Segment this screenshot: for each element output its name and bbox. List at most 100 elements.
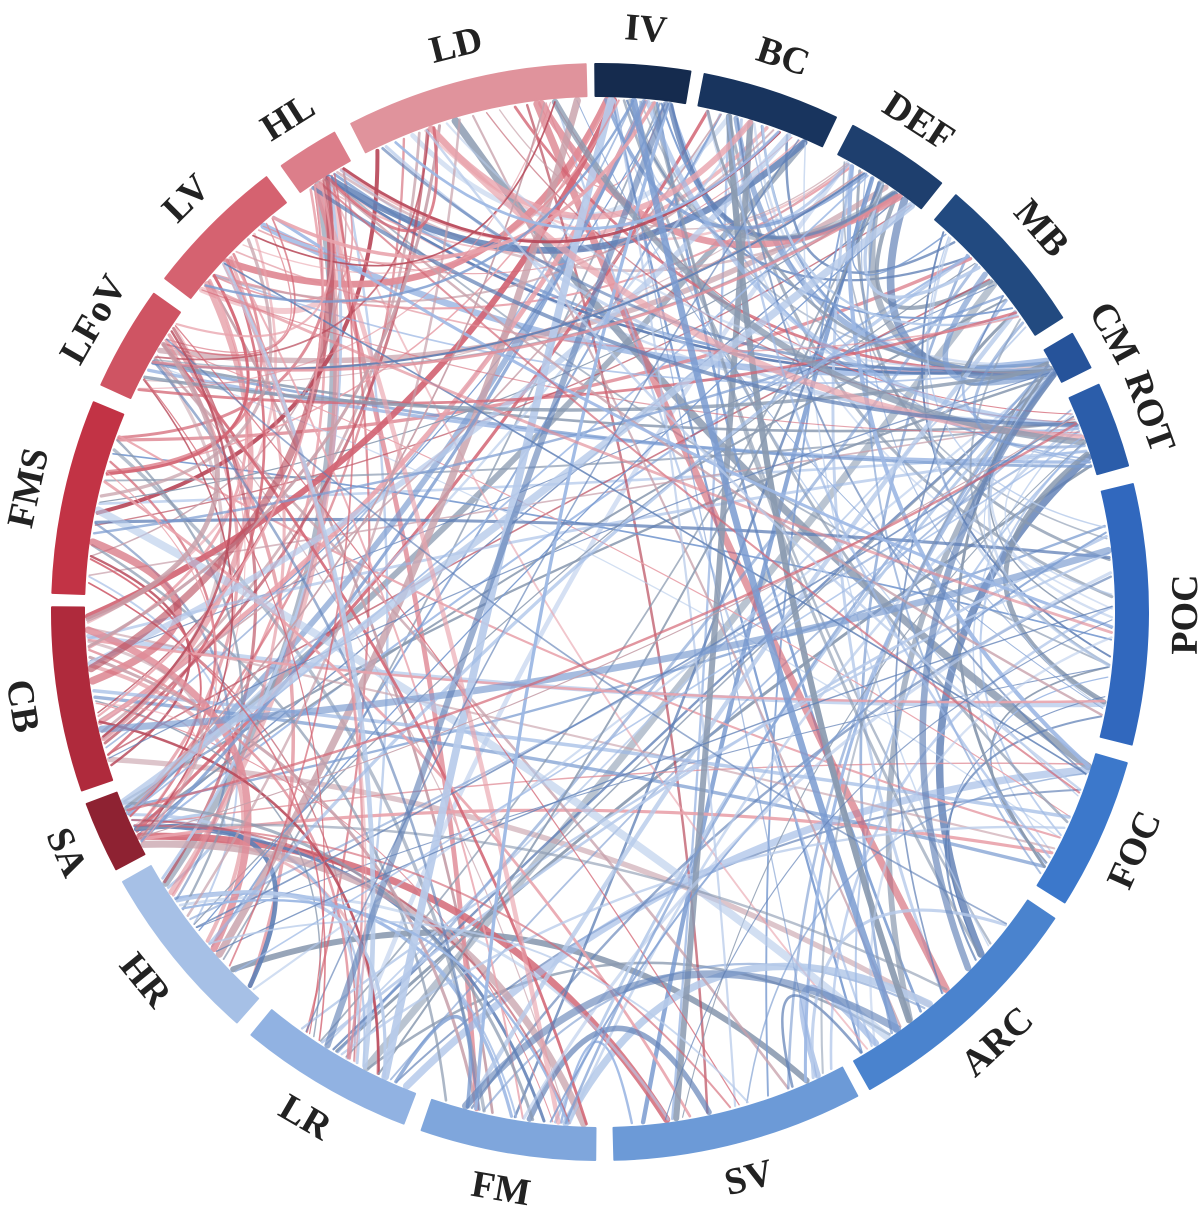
chord-ribbon-arc-bc [803, 142, 990, 947]
chord-ribbon-lv-iv [223, 96, 611, 288]
chord-ribbon-sa-fm [131, 818, 571, 1125]
chord-ribbon-hr-rot [234, 437, 1083, 973]
chord-ribbon-hr-poc [196, 666, 1110, 929]
chord-ribbon-fm-arc [461, 970, 902, 1110]
segment-arc-fm [420, 1098, 597, 1161]
chord-ribbon-arc-iv [653, 101, 982, 957]
chord-ribbon-rot-arc [854, 442, 1085, 1054]
chord-ribbon-fms-iv [105, 99, 611, 477]
chord-ribbon-iv-sv [613, 99, 737, 1107]
chord-ribbon-cm-lfov [143, 366, 1053, 412]
chord-ribbon-fm-poc [522, 571, 1113, 1120]
chord-ribbon-foc-bc [726, 114, 1051, 859]
chord-ribbon-lv-ld [252, 101, 556, 267]
chord-ribbon-fm-rot [568, 421, 1078, 1125]
segment-label-iv: IV [623, 6, 669, 51]
segment-label-poc: POC [1164, 574, 1200, 654]
chord-ribbon-def-lr [377, 184, 885, 1075]
chord-ribbons [84, 96, 1114, 1128]
chord-ribbon-sa-rot [139, 416, 1075, 838]
segment-arc-lv [164, 176, 287, 299]
chord-ribbon-sa-foc [139, 808, 1054, 855]
chord-ribbon-arc-fms [94, 506, 891, 1041]
segment-arc-sa [85, 791, 146, 871]
chord-ribbon-iv-def [627, 98, 897, 241]
chord-ribbon-arc-sa [134, 823, 948, 991]
chord-ribbon-foc-rot [972, 425, 1078, 854]
chord-ribbon-mb-def [851, 177, 947, 276]
segment-label-rot: ROT [1116, 366, 1184, 458]
chord-ribbon-mb-bc [785, 134, 956, 274]
segment-arc-arc [853, 899, 1056, 1090]
segment-label-fm: FM [468, 1163, 533, 1214]
chord-ribbon-hl-arc [326, 177, 869, 1050]
chord-ribbon-lr-lv [222, 261, 376, 1070]
chord-ribbon-hl-bc [339, 126, 769, 243]
chord-ribbon-mb-bc [761, 125, 1019, 327]
segment-arc-poc [1099, 483, 1149, 746]
segment-label-cb: CB [0, 677, 48, 736]
chord-ribbon-def-fms [99, 191, 893, 503]
chord-ribbon-iv-arc [655, 101, 922, 1013]
chord-ribbon-poc-lv [272, 215, 1114, 629]
segment-arc-lfov [100, 292, 181, 400]
chord-ribbon-hr-sv [178, 894, 670, 1121]
segment-label-sa: SA [37, 822, 95, 884]
chord-ribbon-lfov-mb [137, 311, 1017, 405]
segment-arc-hr [122, 865, 260, 1024]
segment-arc-cb [51, 606, 114, 792]
chord-ribbon-hr-rot [195, 415, 1075, 928]
chord-ribbon-def-sv [765, 166, 855, 1097]
chord-ribbon-arc-lfov [165, 338, 1008, 925]
chord-ribbon-foc-lv [223, 262, 1087, 775]
chord-ribbon-lv-lr [222, 264, 367, 1063]
chord-ribbon-hr-def [198, 205, 913, 932]
chord-ribbon-def-mb [863, 183, 981, 299]
chord-ribbon-cb-lfov [102, 330, 232, 738]
segment-arc-cm [1043, 332, 1092, 383]
chord-ribbon-ld-hr [186, 118, 461, 917]
segment-arc-mb [934, 194, 1064, 336]
chord-ribbon-lfov-fm [161, 343, 588, 1126]
chord-ribbon-poc-cb [98, 546, 1112, 733]
chord-ribbon-sa-sv [133, 824, 732, 1109]
chord-ribbon-lv-iv [271, 101, 656, 259]
segment-label-bc: BC [752, 28, 815, 84]
chord-ribbon-lv-lfov [166, 222, 292, 354]
chord-ribbon-iv-fm [474, 102, 671, 1111]
chord-ribbon-fms-def [94, 204, 912, 526]
chord-ribbon-sv-foc [746, 772, 1087, 1104]
chord-ribbon-fms-lr [87, 581, 326, 1042]
chord-ribbon-rot-hl [311, 186, 1079, 427]
chord-ribbon-arc-sv [810, 908, 1007, 1080]
chord-ribbon-hl-lfov [175, 181, 333, 338]
chord-ribbon-sa-lfov [139, 378, 234, 840]
chord-ribbon-iv-arc [630, 97, 900, 1033]
segment-arc-fms [51, 401, 125, 595]
segment-label-cm: CM [1081, 295, 1148, 371]
segment-arc-def [837, 124, 943, 210]
segment-label-lv: LV [154, 166, 219, 231]
chord-ribbon-bc-ld [394, 130, 780, 231]
chord-ribbon-poc-sv [829, 605, 1114, 1071]
chord-ribbon-sv-hr [208, 920, 749, 1104]
chord-ribbon-foc-lfov [151, 363, 1061, 839]
segment-arc-sv [612, 1066, 859, 1161]
chord-ribbon-lfov-def [151, 193, 899, 372]
segment-arc-bc [697, 73, 837, 148]
segment-arc-iv [594, 63, 692, 105]
chord-ribbon-rot-mb [972, 321, 1086, 449]
segment-arc-hl [280, 131, 351, 193]
chord-ribbon-mb-fms [92, 294, 1005, 535]
segment-label-foc: FOC [1099, 805, 1170, 895]
segment-arc-lr [250, 1009, 417, 1125]
segment-arc-ld [350, 63, 588, 154]
chord-ribbon-lv-bc [262, 136, 793, 275]
chord-ribbon-sa-rot [126, 422, 1078, 812]
chord-ribbon-rot-hl [339, 169, 1078, 426]
chord-ribbon-lfov-ld [138, 101, 552, 390]
chord-ribbon-foc-ld [425, 129, 1082, 791]
chord-ribbon-lfov-sv [174, 325, 740, 1106]
chord-ribbon-sv-arc [780, 994, 863, 1088]
